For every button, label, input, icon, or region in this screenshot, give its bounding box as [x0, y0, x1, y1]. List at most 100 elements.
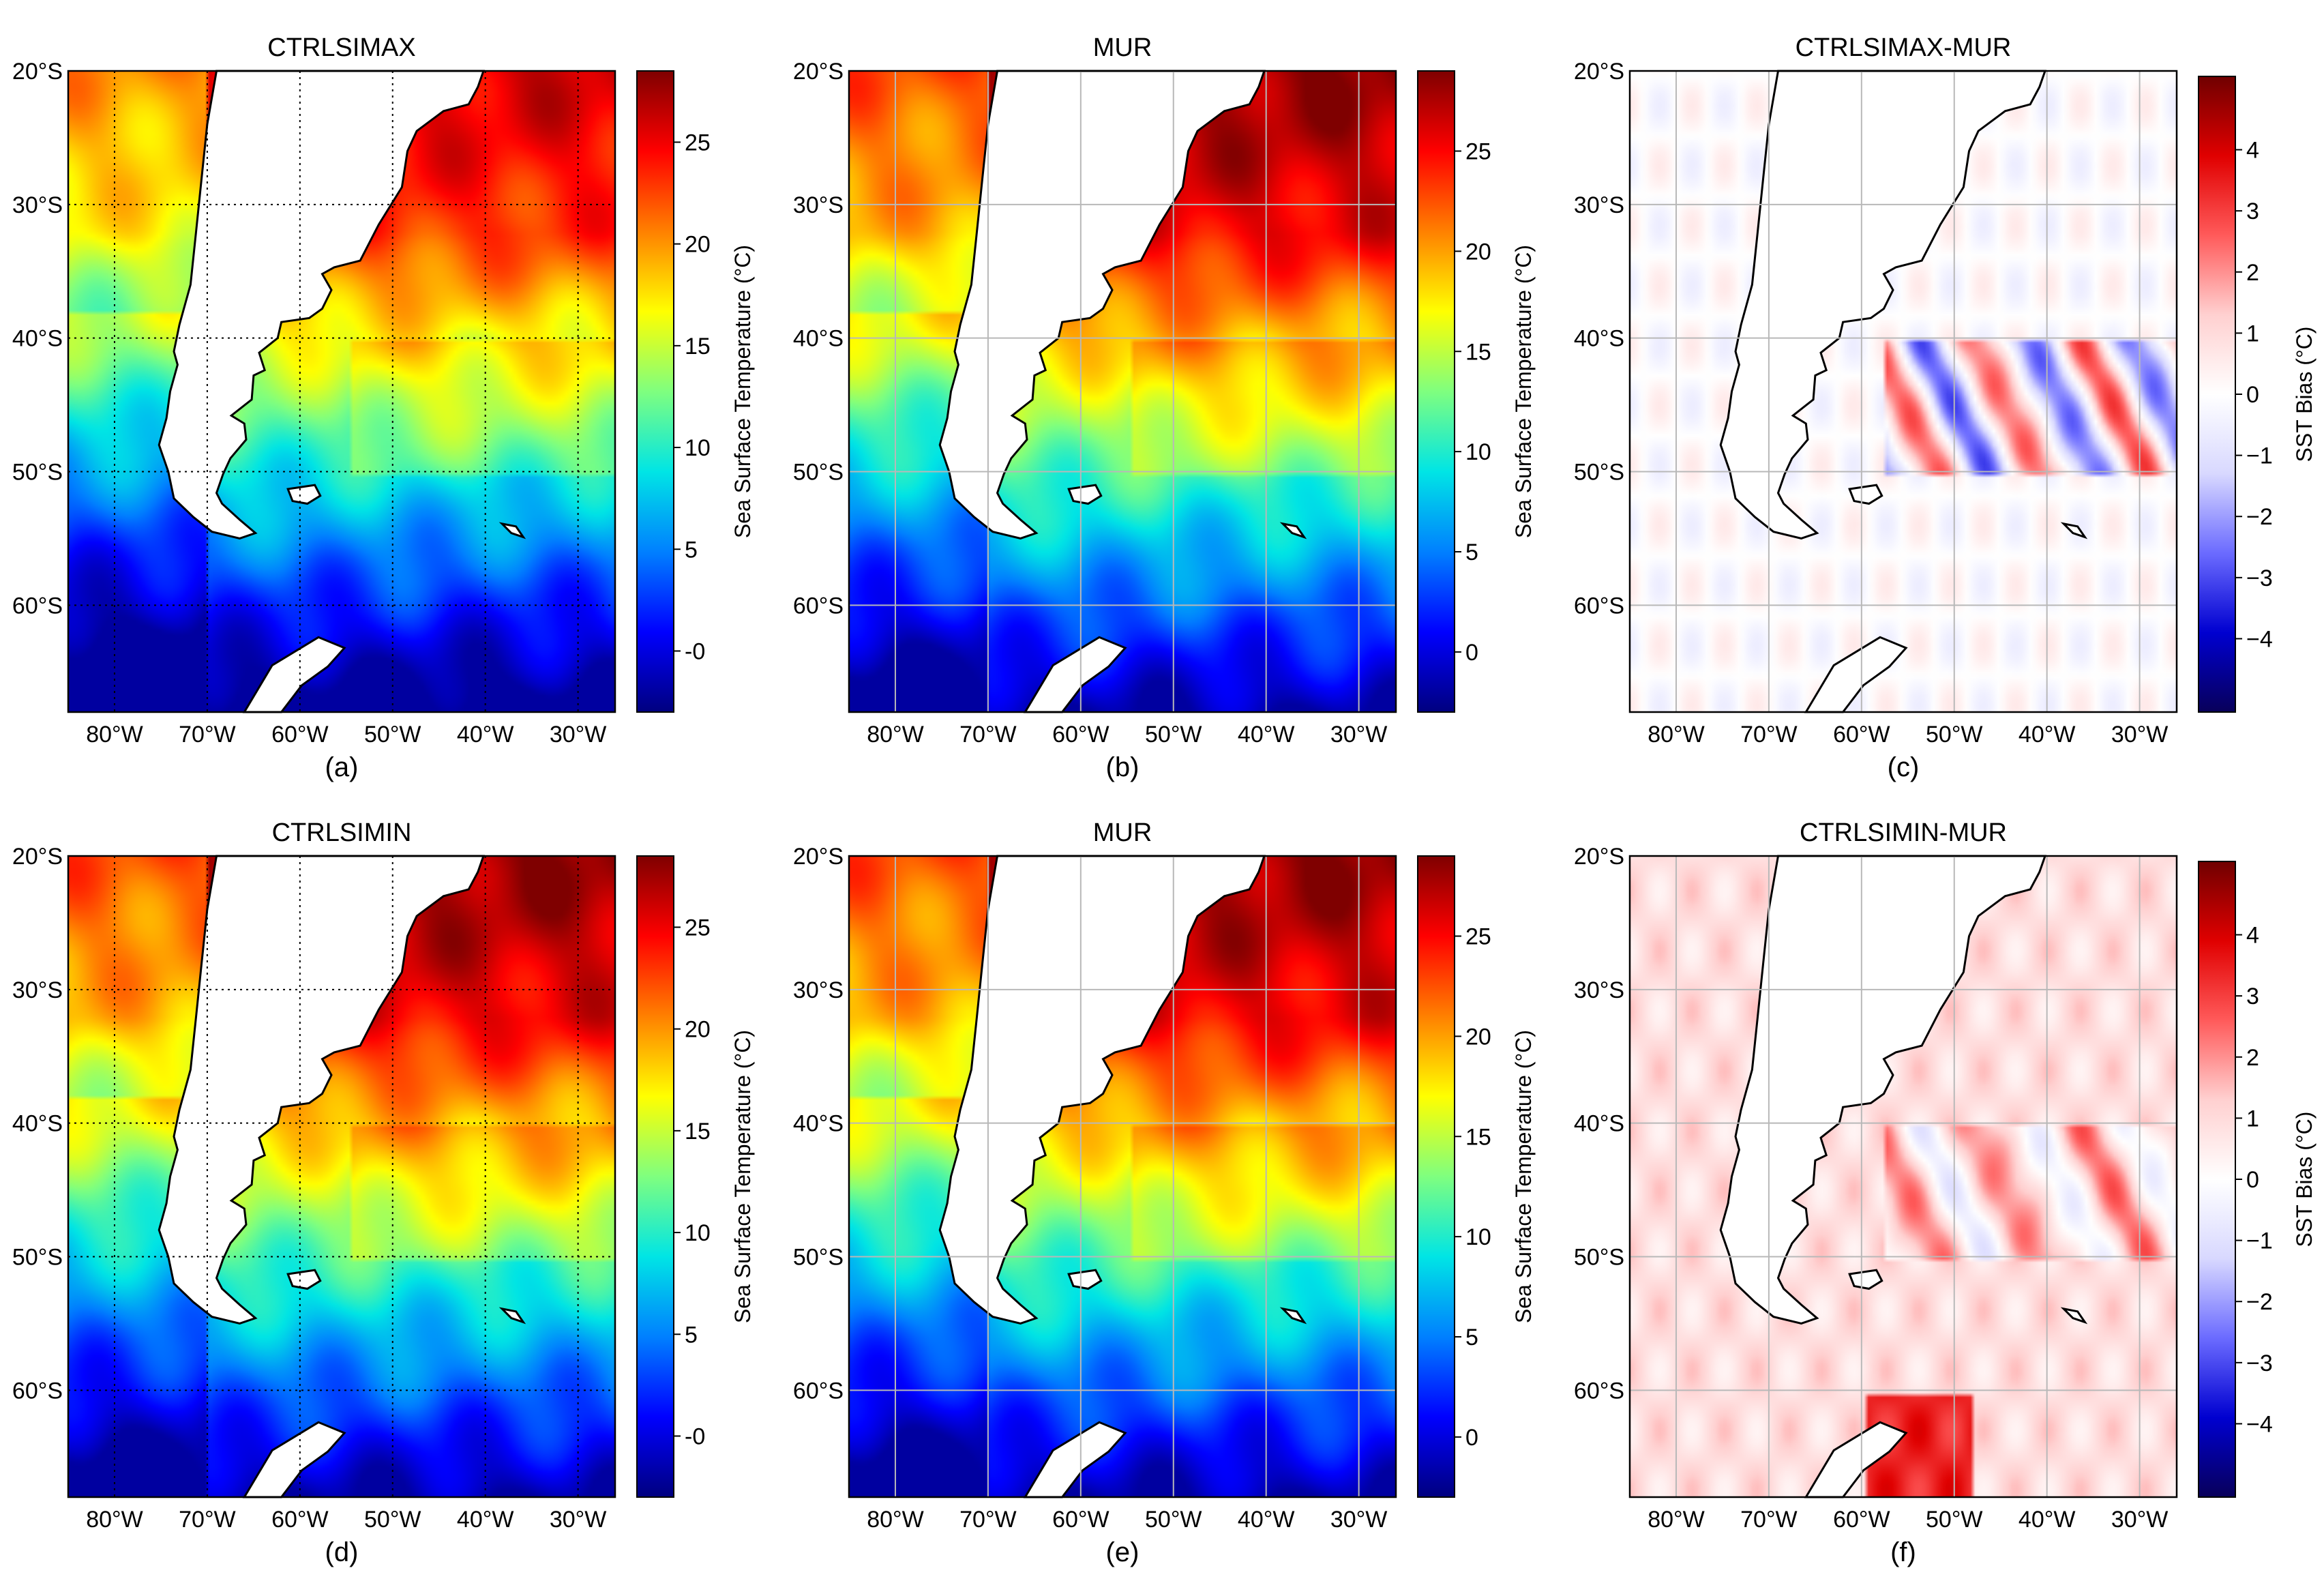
lat-tick-label: 30°S	[1574, 977, 1624, 1003]
land-south-georgia	[2060, 1307, 2088, 1325]
colorbar-label: SST Bias (°C)	[2292, 327, 2316, 462]
colorbar-label: Sea Surface Temperature (°C)	[1511, 245, 1536, 538]
lon-tick-label: 70°W	[179, 1507, 236, 1533]
colorbar-tick-label: 2	[2246, 260, 2259, 286]
land-falklands	[1848, 484, 1883, 505]
panel-label: (b)	[1106, 752, 1139, 782]
lat-tick-label: 40°S	[793, 326, 844, 352]
colorbar-tick-label: 20	[1465, 1024, 1491, 1050]
lat-tick-label: 40°S	[12, 1111, 63, 1137]
lon-tick-label: 70°W	[959, 1507, 1017, 1533]
lon-tick-label: 60°W	[271, 1507, 329, 1533]
lat-tick-label: 20°S	[793, 844, 844, 870]
land-falklands	[286, 1269, 322, 1290]
panel-e: MUR 80°W 70°W 60°W 50°W 40°W 30°W 20°S 30°S 40°S 5…	[793, 818, 1536, 1567]
lon-tick-label: 40°W	[457, 1507, 514, 1533]
colorbar-label: Sea Surface Temperature (°C)	[730, 1030, 755, 1323]
lon-tick-label: 50°W	[364, 1507, 421, 1533]
colorbar-tick-label: 0	[1465, 640, 1478, 666]
colorbar-tick-label: 25	[1465, 139, 1491, 165]
colorbar-tick-label: -0	[685, 1423, 705, 1449]
colorbar-tick-label: 25	[685, 915, 711, 941]
colorbar-label: SST Bias (°C)	[2292, 1112, 2316, 1247]
panel-label: (e)	[1106, 1537, 1139, 1567]
lon-tick-label: 80°W	[867, 1507, 924, 1533]
lat-tick-label: 60°S	[793, 593, 844, 619]
colorbar	[636, 855, 674, 1498]
panel-label: (c)	[1888, 752, 1920, 782]
lon-tick-label: 30°W	[550, 1507, 607, 1533]
panel-label: (a)	[325, 752, 359, 782]
land-south-georgia	[1279, 522, 1307, 540]
lat-tick-label: 60°S	[1574, 593, 1624, 619]
lat-tick-label: 50°S	[1574, 460, 1624, 486]
lat-tick-label: 30°S	[12, 192, 63, 218]
lon-tick-label: 50°W	[1145, 1507, 1202, 1533]
land-falklands	[1848, 1269, 1883, 1290]
panel-label: (d)	[325, 1537, 359, 1567]
land-south-america	[1719, 70, 2047, 540]
lat-tick-label: 40°S	[12, 326, 63, 352]
colorbar-tick-label: 1	[2246, 321, 2259, 346]
land-antarctic-peninsula	[1023, 1421, 1127, 1498]
colorbar-tick-label: −1	[2246, 1228, 2273, 1254]
colorbar-tick-label: −1	[2246, 443, 2273, 469]
colorbar-tick-label: 10	[1465, 1224, 1491, 1250]
lon-tick-label: 30°W	[550, 722, 607, 748]
colorbar-tick-label: −4	[2246, 626, 2273, 652]
lon-tick-label: 60°W	[1052, 722, 1109, 748]
lat-tick-label: 40°S	[1574, 1111, 1624, 1137]
colorbar-tick-label: 4	[2246, 138, 2259, 164]
colorbar-tick-label: 20	[685, 1017, 711, 1043]
lon-tick-label: 30°W	[1330, 1507, 1388, 1533]
land-south-america	[158, 70, 486, 540]
panel-b: MUR 80°W 70°W 60°W 50°W 40°W 30°W 20°S 30°S 40°S 5…	[793, 33, 1536, 782]
panel-title: CTRLSIMAX-MUR	[1796, 33, 2012, 62]
colorbar-tick-label: 5	[685, 537, 698, 563]
lon-tick-label: 80°W	[86, 722, 143, 748]
colorbar-tick-label: −3	[2246, 1350, 2273, 1376]
lon-tick-label: 50°W	[1145, 722, 1202, 748]
land-south-georgia	[1279, 1307, 1307, 1325]
colorbar-tick-label: 1	[2246, 1106, 2259, 1132]
lon-tick-label: 40°W	[2018, 1507, 2076, 1533]
lon-tick-label: 40°W	[1238, 1507, 1295, 1533]
panel-title: MUR	[1093, 33, 1152, 62]
lon-tick-label: 60°W	[1833, 722, 1890, 748]
colorbar-tick-label: 15	[685, 1119, 711, 1144]
colorbar-tick-label: 10	[685, 435, 711, 461]
lon-tick-label: 80°W	[1648, 722, 1705, 748]
colorbar-label: Sea Surface Temperature (°C)	[1511, 1030, 1536, 1323]
lat-tick-label: 50°S	[793, 460, 844, 486]
colorbar-tick-label: 5	[685, 1322, 698, 1348]
lon-tick-label: 50°W	[1926, 722, 1983, 748]
lon-tick-label: 40°W	[1238, 722, 1295, 748]
colorbar	[1417, 70, 1455, 713]
land-south-georgia	[498, 1307, 526, 1325]
colorbar-tick-label: 0	[2246, 382, 2259, 408]
colorbar-tick-label: 5	[1465, 1325, 1478, 1350]
land-antarctic-peninsula	[1804, 1421, 1908, 1498]
land-antarctic-peninsula	[242, 1421, 346, 1498]
land-south-america	[158, 855, 486, 1325]
colorbar-tick-label: 3	[2246, 198, 2259, 224]
map-frame	[1628, 70, 2178, 713]
colorbar-tick-label: 5	[1465, 540, 1478, 565]
land-falklands	[286, 484, 322, 505]
land-south-georgia	[498, 522, 526, 540]
lon-tick-label: 80°W	[1648, 1507, 1705, 1533]
colorbar-tick-label: 25	[1465, 924, 1491, 950]
lon-tick-label: 70°W	[959, 722, 1017, 748]
lat-tick-label: 20°S	[1574, 59, 1624, 85]
lat-tick-label: 20°S	[12, 844, 63, 870]
lat-tick-label: 30°S	[793, 192, 844, 218]
lat-tick-label: 30°S	[12, 977, 63, 1003]
colorbar-tick-label: -0	[685, 638, 705, 664]
colorbar-tick-label: 4	[2246, 923, 2259, 949]
lat-tick-label: 50°S	[1574, 1245, 1624, 1271]
panel-title: CTRLSIMIN	[272, 818, 412, 847]
lon-tick-label: 60°W	[1052, 1507, 1109, 1533]
map-frame	[67, 70, 616, 713]
lat-tick-label: 40°S	[793, 1111, 844, 1137]
colorbar-tick-label: −2	[2246, 1289, 2273, 1315]
